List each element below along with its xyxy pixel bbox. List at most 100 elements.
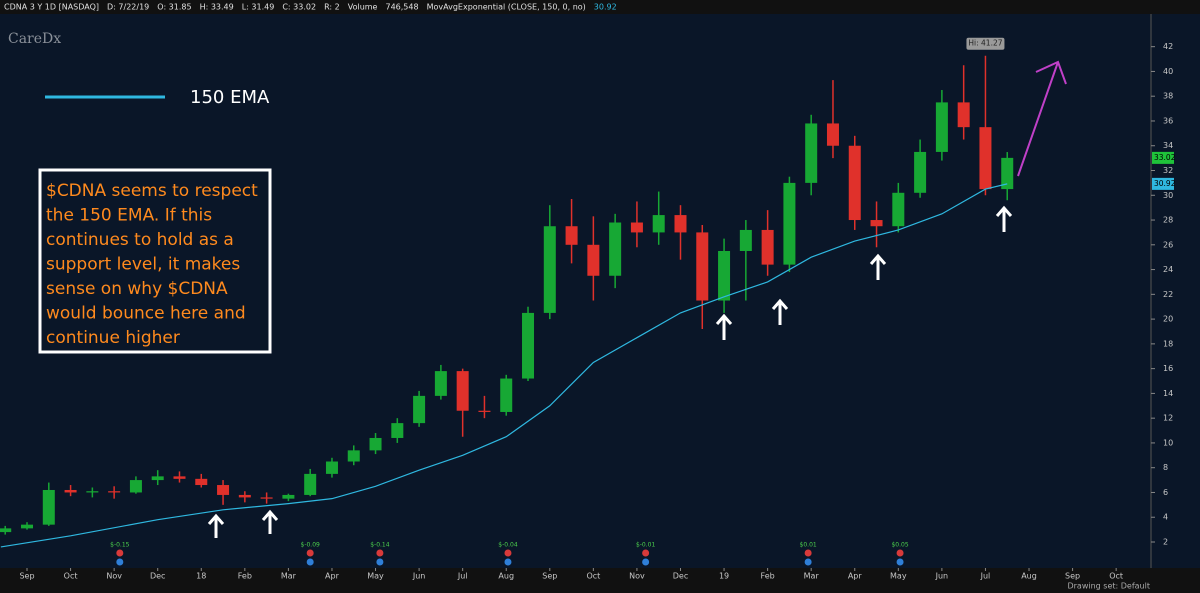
candle-body	[522, 312, 535, 379]
earnings-icon	[642, 549, 650, 557]
x-tick-label: Sep	[19, 572, 34, 581]
annotation-line: sense on why $CDNA	[46, 279, 228, 299]
x-tick-label: Oct	[1109, 572, 1123, 581]
x-tick-label: Jul	[980, 572, 991, 581]
dividend-icon	[896, 558, 904, 566]
earnings-label: $-0.09	[301, 542, 321, 549]
x-tick-label: Apr	[848, 572, 863, 581]
annotation-line: support level, it makes	[46, 255, 240, 275]
candle-body	[935, 102, 948, 152]
candle-body	[434, 371, 447, 396]
candle-body	[761, 229, 774, 265]
price-badge-label: 33.02	[1154, 153, 1176, 162]
y-tick-label: 8	[1163, 463, 1168, 472]
candle-body	[173, 476, 186, 479]
earnings-label: $0.01	[800, 542, 817, 549]
y-tick-label: 40	[1163, 67, 1173, 76]
y-tick-label: 24	[1163, 265, 1173, 274]
x-tick-label: Jun	[412, 572, 426, 581]
x-tick-label: Apr	[325, 572, 340, 581]
annotation-line: $CDNA seems to respect	[46, 181, 258, 201]
arrow	[771, 298, 789, 325]
x-tick-label: Oct	[64, 572, 78, 581]
dividend-icon	[116, 558, 124, 566]
candle-body	[870, 220, 883, 227]
annotation-box	[38, 168, 272, 354]
header-item: CDNA 3 Y 1D [NASDAQ]	[4, 3, 99, 12]
candle-body	[478, 410, 491, 412]
dividend-icon	[504, 558, 512, 566]
x-tick-label: Sep	[1065, 572, 1080, 581]
candle-body	[217, 485, 230, 495]
price-badge	[1152, 151, 1174, 164]
candle-body	[347, 450, 360, 462]
candle-body	[718, 250, 731, 301]
x-tick-label: Feb	[238, 572, 252, 581]
y-tick-label: 6	[1163, 488, 1168, 497]
candle-body	[413, 395, 426, 424]
header-item: L: 31.49	[242, 3, 275, 12]
arrow	[1017, 60, 1067, 177]
plot-area	[0, 55, 1014, 548]
y-tick-label: 22	[1163, 290, 1173, 299]
earnings-label: $-0.14	[370, 542, 390, 549]
candle-body	[848, 145, 861, 221]
y-tick-label: 10	[1163, 438, 1173, 447]
dividend-icon	[642, 558, 650, 566]
y-tick-label: 36	[1163, 116, 1173, 125]
header-bar	[0, 0, 1200, 14]
header-item: D: 7/22/19	[107, 3, 149, 12]
x-tick-label: Jul	[457, 572, 468, 581]
candle-body	[304, 473, 317, 495]
x-tick-label: Mar	[804, 572, 820, 581]
candle-body	[325, 461, 338, 474]
candle-body	[456, 371, 469, 411]
x-tick-label: Sep	[542, 572, 557, 581]
candle-body	[783, 182, 796, 265]
candle-body	[369, 437, 382, 451]
y-tick-label: 4	[1163, 513, 1168, 522]
candle-body	[696, 232, 709, 301]
arrow	[869, 253, 887, 280]
x-tick-label: Dec	[150, 572, 165, 581]
y-tick-label: 18	[1163, 339, 1173, 348]
candle-body	[914, 151, 927, 193]
dividend-icon	[306, 558, 314, 566]
earnings-label: $-0.04	[498, 542, 518, 549]
legend-label: 150 EMA	[190, 87, 270, 108]
earnings-icon	[896, 549, 904, 557]
dividend-icon	[376, 558, 384, 566]
support-arrows	[207, 205, 1013, 538]
candle-body	[805, 123, 818, 183]
candle-body	[129, 480, 142, 493]
earnings-icon	[306, 549, 314, 557]
hi-label-box	[966, 37, 1005, 50]
header-item: H: 33.49	[200, 3, 234, 12]
earnings-icon	[116, 549, 124, 557]
candle-body	[630, 222, 643, 233]
y-tick-label: 32	[1163, 166, 1173, 175]
candle-body	[979, 127, 992, 190]
earnings-icon	[376, 549, 384, 557]
price-badge	[1152, 177, 1174, 190]
earnings-label: $-0.15	[110, 542, 130, 549]
candle-body	[195, 478, 208, 486]
candle-body	[21, 524, 34, 529]
x-tick-label: Mar	[281, 572, 297, 581]
logo: CareDx	[8, 31, 61, 47]
candle-body	[151, 476, 164, 481]
annotation-line: the 150 EMA. If this	[46, 206, 212, 226]
footer-bar	[0, 568, 1200, 593]
candle-body	[674, 215, 687, 233]
annotation-line: continue higher	[46, 328, 180, 348]
candle-body	[86, 491, 99, 493]
x-tick-label: Nov	[629, 572, 645, 581]
candle-body	[238, 494, 251, 498]
earnings-label: $0.05	[891, 542, 908, 549]
x-tick-label: Nov	[106, 572, 122, 581]
annotation-line: would bounce here and	[46, 304, 246, 324]
x-tick-label: Dec	[673, 572, 688, 581]
candle-body	[0, 528, 12, 533]
